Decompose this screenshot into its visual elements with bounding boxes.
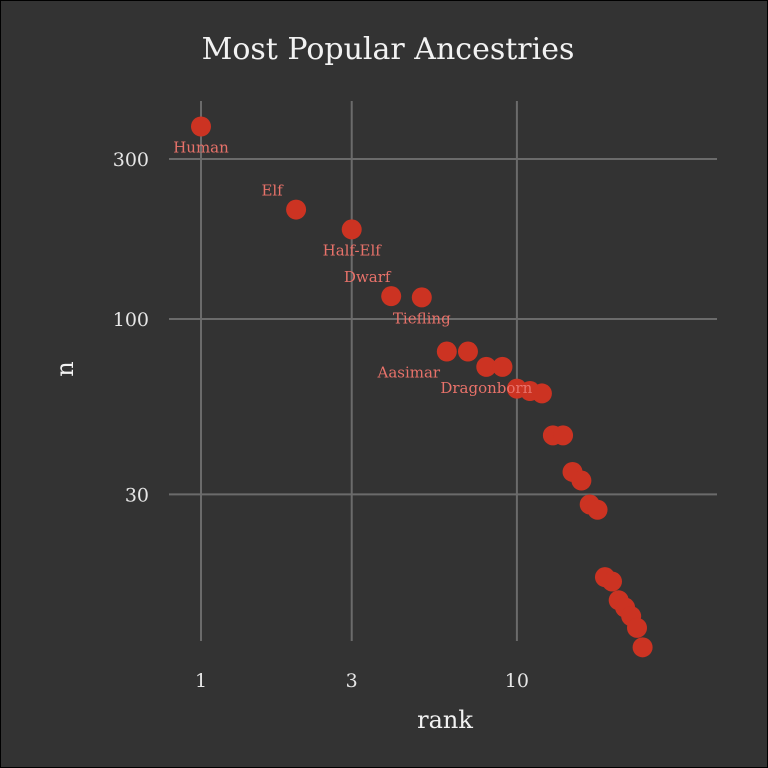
data-point [492, 356, 513, 377]
grid-lines [169, 101, 717, 641]
data-point [436, 341, 457, 362]
data-point [632, 637, 653, 658]
data-point [571, 470, 592, 491]
y-tick-label: 30 [125, 484, 149, 506]
y-axis-title: n [51, 361, 79, 376]
data-point [457, 341, 478, 362]
data-points [191, 116, 653, 658]
point-label: Dwarf [344, 268, 392, 286]
chart-title: Most Popular Ancestries [202, 32, 575, 67]
point-label: Elf [261, 182, 284, 200]
point-label: Tiefling [393, 309, 451, 327]
y-tick-label: 100 [113, 309, 149, 331]
data-point [191, 116, 211, 137]
y-tick-label: 300 [113, 149, 149, 171]
data-point [531, 383, 552, 404]
x-axis-title: rank [417, 706, 473, 734]
data-point [553, 425, 574, 446]
x-tick-label: 3 [346, 670, 358, 692]
x-tick-label: 10 [505, 670, 529, 692]
point-label: Dragonborn [440, 379, 532, 397]
data-point [627, 617, 648, 638]
axis-ticks: 1 3 10 30 100 300 [113, 149, 529, 692]
data-point [341, 219, 362, 240]
point-label: Half-Elf [323, 241, 383, 259]
data-point [411, 287, 432, 308]
data-point [587, 499, 608, 520]
x-tick-label: 1 [195, 670, 207, 692]
point-labels: Human Elf Half-Elf Dwarf Tiefling AasimarDrag… [173, 138, 532, 396]
data-point [601, 571, 622, 592]
data-point [381, 286, 402, 307]
point-label: Human [173, 138, 229, 156]
data-point [286, 199, 307, 220]
data-point [476, 356, 497, 377]
point-label: Aasimar [377, 364, 441, 382]
